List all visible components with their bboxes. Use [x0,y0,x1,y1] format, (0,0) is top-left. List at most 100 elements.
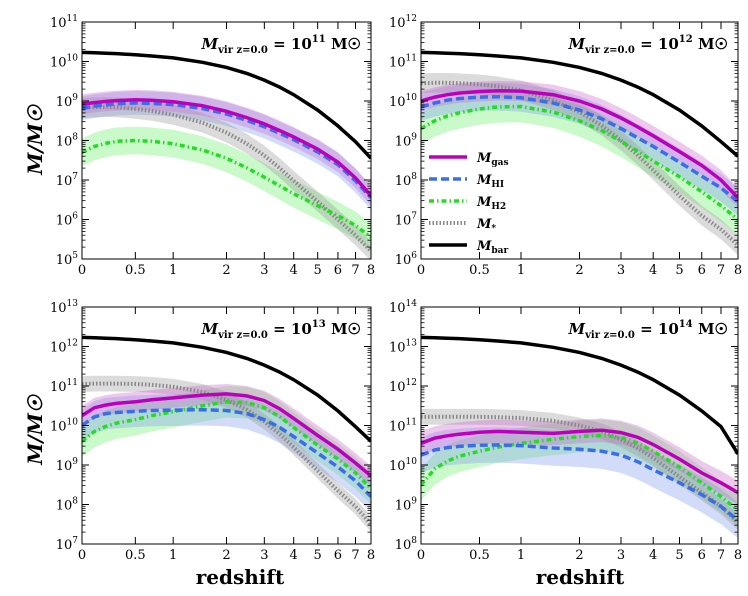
series-gas-line-3 [82,392,371,478]
band-star-4 [421,408,738,531]
x-tick-label: 1 [517,548,525,563]
y-tick-label: 106 [395,251,418,268]
plot-area-2 [421,50,738,256]
x-tick-label: 4 [649,263,657,278]
x-tick-label: 6 [334,548,342,563]
panel-1: 0 0.5 1 2 3 4 5 6 7 8 105 106 107 108 109 1010 1011 Mvir … [50,14,375,278]
legend-label-HI: MHI [476,173,504,190]
y-tick-label: 108 [395,172,418,189]
x-tick-label: 4 [290,263,298,278]
x-tick-label: 0.5 [469,548,490,563]
panel-title-2: Mvir z=0.0 = 1012 M☉ [567,34,728,56]
legend: Mgas MHI MH2 M* Mbar [429,151,509,256]
y-tick-label: 109 [395,497,418,514]
x-tick-label: 1 [517,263,525,278]
x-tick-label: 0.5 [469,263,490,278]
panel-title-3: Mvir z=0.0 = 1013 M☉ [200,319,361,341]
x-axis-label-right: redshift [536,565,625,589]
y-tick-label: 1011 [50,14,78,31]
y-tick-label: 105 [56,251,79,268]
x-tick-label: 0.5 [125,548,146,563]
y-tick-label: 1010 [389,457,417,474]
y-tick-label: 1011 [50,378,78,395]
series-bar-line-4 [421,335,738,455]
band-gas-4 [421,418,738,505]
series-gas-line-2 [421,88,738,200]
y-tick-label: 1014 [389,299,417,316]
x-tick-label: 8 [367,263,375,278]
x-tick-label: 5 [675,263,683,278]
legend-label-star: M* [476,217,496,234]
band-HI-3 [82,393,371,513]
series-gas-line-1 [82,98,371,197]
x-tick-label: 8 [734,263,742,278]
band-H2-1 [82,126,371,252]
x-tick-label: 3 [617,548,625,563]
series-star-line-1 [82,104,371,253]
panels-group: 0 0.5 1 2 3 4 5 6 7 810510610710810910101011Mvir … [50,14,742,563]
y-tick-label: 1012 [50,339,78,356]
x-tick-label: 2 [575,548,583,563]
x-tick-label: 8 [367,548,375,563]
x-tick-label: 7 [351,263,359,278]
plot-area-3 [82,335,371,533]
y-tick-label: 1012 [389,378,417,395]
x-tick-label: 5 [314,263,322,278]
x-tick-label: 2 [222,548,230,563]
y-tick-label: 1011 [389,54,417,71]
band-gas-3 [82,384,371,486]
x-tick-label: 0 [78,263,86,278]
legend-label-H2: MH2 [476,195,506,212]
y-tick-label: 107 [56,536,79,553]
x-tick-label: 7 [717,263,725,278]
panel-4: 0 0.5 1 2 3 4 5 6 7 8 108 109 1010 1011 1012 1013 1014 Mv… [389,299,742,563]
x-tick-label: 5 [314,548,322,563]
x-tick-label: 2 [575,263,583,278]
y-tick-label: 1010 [50,418,78,435]
y-tick-label: 109 [395,133,418,150]
x-axis-label-left: redshift [196,565,285,589]
plot-area-1 [82,50,371,259]
series-HI-line-4 [421,443,738,522]
x-tick-label: 7 [351,548,359,563]
y-tick-label: 109 [56,457,79,474]
y-tick-label: 107 [395,212,418,229]
y-axis-label-top: M/M☉ [23,104,47,176]
x-tick-label: 1 [169,263,177,278]
series-HI-line-2 [421,94,738,204]
x-tick-label: 7 [717,548,725,563]
x-tick-label: 0.5 [125,263,146,278]
panel-2: 0 0.5 1 2 3 4 5 6 7 8 106 107 108 109 1010 1011 1012 Mvir… [389,14,742,278]
plot-area-4 [421,335,738,539]
y-tick-label: 1013 [389,339,417,356]
x-tick-label: 0 [417,548,425,563]
y-tick-label: 1013 [50,299,78,316]
x-tick-label: 3 [260,548,268,563]
x-tick-label: 3 [260,263,268,278]
y-tick-label: 106 [56,212,79,229]
x-tick-label: 0 [78,548,86,563]
y-axis-label-bottom: M/M☉ [23,394,47,466]
series-gas-line-4 [421,428,738,495]
panel-3: 0 0.5 1 2 3 4 5 6 7 8 107 108 109 1010 1011 1012 1013 Mvi… [50,299,375,563]
x-tick-label: 1 [169,548,177,563]
y-tick-label: 1011 [389,418,417,435]
panel-title-4: Mvir z=0.0 = 1014 M☉ [567,319,728,341]
y-tick-label: 1010 [50,54,78,71]
series-H2-line-3 [82,400,371,490]
y-tick-label: 107 [56,172,79,189]
series-bar-line-1 [82,50,371,160]
y-tick-label: 108 [395,536,418,553]
series-H2-line-1 [82,138,371,239]
x-tick-label: 2 [222,263,230,278]
legend-label-gas: Mgas [476,151,509,168]
panel-title-1: Mvir z=0.0 = 1011 M☉ [200,34,361,56]
axes-frame-2 [420,21,739,260]
x-tick-label: 4 [290,548,298,563]
series-HI-line-3 [82,407,371,498]
y-tick-label: 1012 [389,14,417,31]
series-H2-line-2 [421,104,738,221]
y-tick-label: 108 [56,497,79,514]
x-tick-label: 8 [734,548,742,563]
